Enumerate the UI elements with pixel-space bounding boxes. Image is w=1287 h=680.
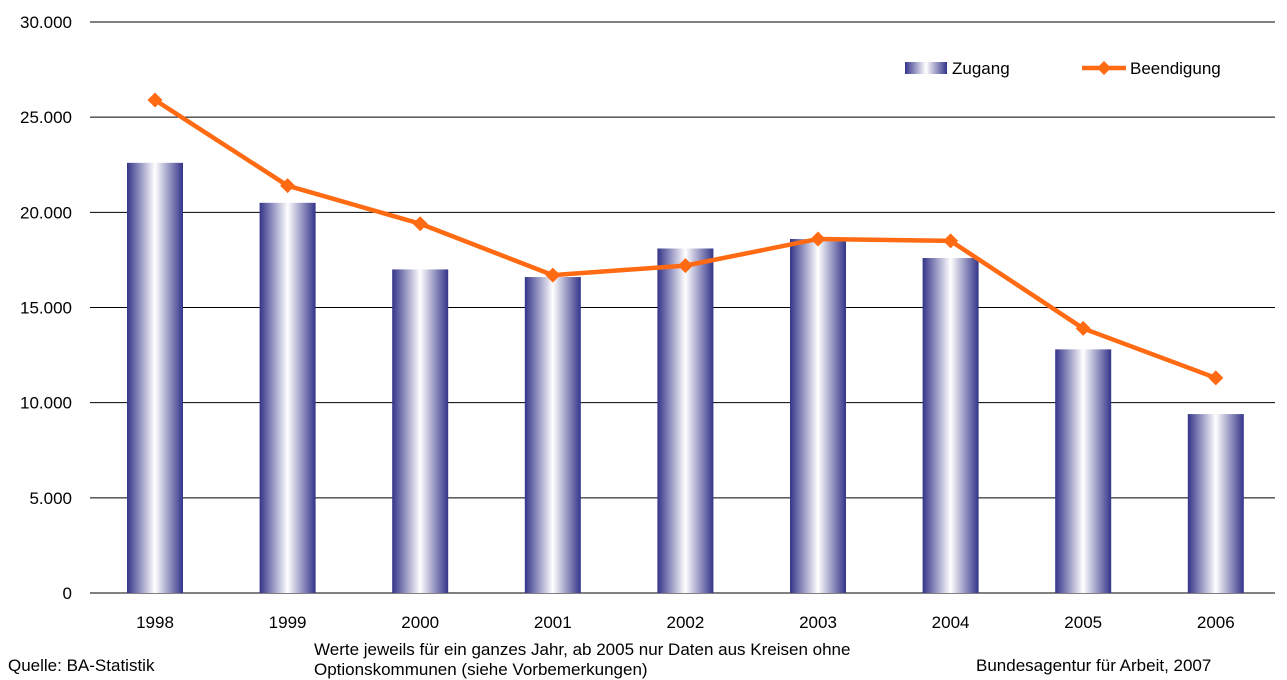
legend: Zugang Beendigung	[905, 59, 1221, 78]
y-tick-label: 5.000	[29, 489, 72, 508]
bar-2006	[1187, 414, 1244, 593]
bar-2005	[1055, 349, 1112, 593]
line-marker-2003	[810, 231, 826, 247]
legend-marker-beendigung	[1097, 61, 1111, 75]
line-marker-2002	[677, 258, 693, 274]
x-tick-label: 2004	[932, 613, 970, 632]
copyright-note: Bundesagentur für Arbeit, 2007	[976, 656, 1212, 675]
legend-swatch-zugang	[905, 62, 947, 74]
bar-2002	[657, 248, 714, 593]
line-marker-2006	[1208, 370, 1224, 386]
y-axis-ticks: 0 5.000 10.000 15.000 20.000 25.000 30.000	[20, 13, 72, 603]
legend-label-beendigung: Beendigung	[1130, 59, 1221, 78]
y-tick-label: 20.000	[20, 203, 72, 222]
x-tick-label: 2003	[799, 613, 837, 632]
x-axis-ticks: 1998 1999 2000 2001 2002 2003 2004 2005 2006	[136, 613, 1235, 632]
x-tick-label: 2000	[401, 613, 439, 632]
bar-1998	[127, 162, 183, 593]
bar-2000	[392, 269, 449, 593]
line-marker-2005	[1075, 320, 1091, 336]
line-marker-1998	[147, 92, 163, 108]
y-tick-label: 0	[63, 584, 72, 603]
x-tick-label: 2005	[1064, 613, 1102, 632]
line-marker-2001	[545, 267, 561, 283]
data-footnote: Werte jeweils für ein ganzes Jahr, ab 20…	[314, 640, 851, 679]
x-tick-label: 2006	[1197, 613, 1235, 632]
line-marker-2004	[943, 233, 959, 249]
line-series-beendigung	[147, 92, 1224, 386]
bar-2004	[922, 258, 979, 593]
bar-2003	[790, 238, 846, 594]
bar-2001	[524, 277, 581, 593]
y-tick-label: 15.000	[20, 299, 72, 318]
y-tick-label: 10.000	[20, 394, 72, 413]
x-tick-label: 2001	[534, 613, 572, 632]
x-tick-label: 2002	[666, 613, 704, 632]
legend-label-zugang: Zugang	[952, 59, 1010, 78]
x-tick-label: 1998	[136, 613, 174, 632]
bar-series-zugang	[127, 162, 1244, 594]
source-note: Quelle: BA-Statistik	[8, 656, 155, 675]
x-tick-label: 1999	[269, 613, 307, 632]
y-tick-label: 25.000	[20, 108, 72, 127]
bar-1999	[259, 202, 316, 594]
y-tick-label: 30.000	[20, 13, 72, 32]
line-marker-1999	[280, 178, 296, 194]
line-marker-2000	[412, 216, 428, 232]
